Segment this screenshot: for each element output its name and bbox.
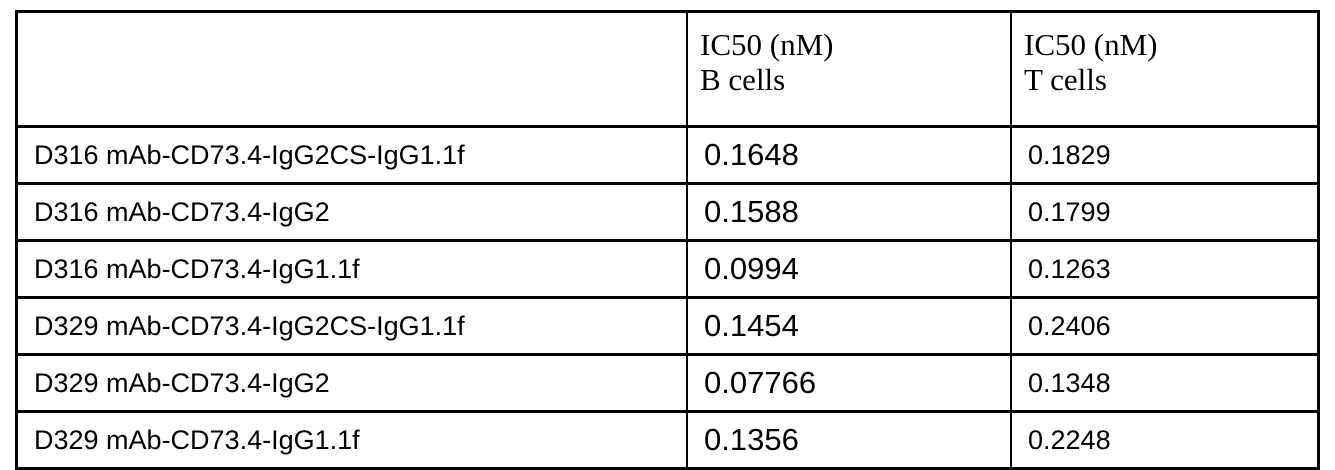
header-empty-cell bbox=[17, 12, 688, 127]
b-cells-ic50-cell: 0.1648 bbox=[687, 127, 1011, 184]
b-cells-ic50-cell: 0.1588 bbox=[687, 184, 1011, 241]
b-cells-ic50-cell: 0.07766 bbox=[687, 355, 1011, 412]
b-cells-ic50-cell: 0.0994 bbox=[687, 241, 1011, 298]
b-cells-ic50-cell: 0.1356 bbox=[687, 412, 1011, 469]
table-row: D329 mAb-CD73.4-IgG1.1f0.13560.2248 bbox=[17, 412, 1319, 469]
t-cells-ic50-cell: 0.1348 bbox=[1011, 355, 1319, 412]
b-cells-ic50-cell: 0.1454 bbox=[687, 298, 1011, 355]
table-row: D329 mAb-CD73.4-IgG2CS-IgG1.1f0.14540.24… bbox=[17, 298, 1319, 355]
ic50-table: IC50 (nM) B cells IC50 (nM) T cells D316… bbox=[15, 10, 1320, 470]
table-row: D329 mAb-CD73.4-IgG20.077660.1348 bbox=[17, 355, 1319, 412]
antibody-name-cell: D329 mAb-CD73.4-IgG2 bbox=[17, 355, 688, 412]
header-b-cells: IC50 (nM) B cells bbox=[687, 12, 1011, 127]
t-cells-ic50-cell: 0.1799 bbox=[1011, 184, 1319, 241]
antibody-name-cell: D316 mAb-CD73.4-IgG2 bbox=[17, 184, 688, 241]
antibody-name-cell: D329 mAb-CD73.4-IgG1.1f bbox=[17, 412, 688, 469]
table-row: D316 mAb-CD73.4-IgG1.1f0.09940.1263 bbox=[17, 241, 1319, 298]
header-t-cells: IC50 (nM) T cells bbox=[1011, 12, 1319, 127]
header-line: IC50 (nM) bbox=[700, 27, 1010, 62]
antibody-name-cell: D329 mAb-CD73.4-IgG2CS-IgG1.1f bbox=[17, 298, 688, 355]
t-cells-ic50-cell: 0.2406 bbox=[1011, 298, 1319, 355]
header-line: B cells bbox=[700, 62, 1010, 97]
header-row: IC50 (nM) B cells IC50 (nM) T cells bbox=[17, 12, 1319, 127]
t-cells-ic50-cell: 0.1829 bbox=[1011, 127, 1319, 184]
antibody-name-cell: D316 mAb-CD73.4-IgG2CS-IgG1.1f bbox=[17, 127, 688, 184]
header-line: IC50 (nM) bbox=[1024, 27, 1317, 62]
table-row: D316 mAb-CD73.4-IgG20.15880.1799 bbox=[17, 184, 1319, 241]
table-row: D316 mAb-CD73.4-IgG2CS-IgG1.1f0.16480.18… bbox=[17, 127, 1319, 184]
t-cells-ic50-cell: 0.2248 bbox=[1011, 412, 1319, 469]
t-cells-ic50-cell: 0.1263 bbox=[1011, 241, 1319, 298]
antibody-name-cell: D316 mAb-CD73.4-IgG1.1f bbox=[17, 241, 688, 298]
header-line: T cells bbox=[1024, 62, 1317, 97]
